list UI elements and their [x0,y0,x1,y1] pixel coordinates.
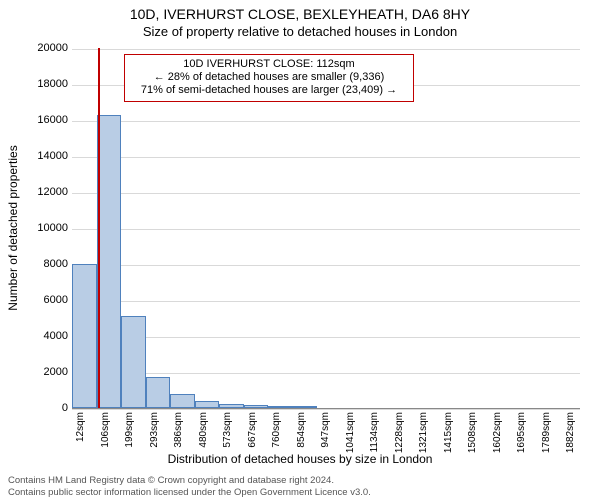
x-tick-label: 1882sqm [565,412,576,453]
x-tick-label: 760sqm [271,412,282,448]
histogram-bar [97,115,121,408]
credit-line-2: Contains public sector information licen… [8,487,592,498]
x-tick-label: 1041sqm [345,412,356,453]
gridline [72,373,580,374]
annotation-line: 71% of semi‑detached houses are larger (… [131,84,407,97]
gridline [72,265,580,266]
x-tick-label: 12sqm [75,412,86,442]
x-tick-label: 1602sqm [492,412,503,453]
credits: Contains HM Land Registry data © Crown c… [0,475,600,498]
y-tick-label: 4000 [8,330,68,342]
histogram-bar [170,394,195,408]
chart-title-address: 10D, IVERHURST CLOSE, BEXLEYHEATH, DA6 8… [0,6,600,22]
x-axis-label: Distribution of detached houses by size … [0,452,600,466]
y-tick-label: 14000 [8,150,68,162]
highlight-annotation: 10D IVERHURST CLOSE: 112sqm← 28% of deta… [124,54,414,102]
x-tick-label: 293sqm [149,412,160,448]
credit-line-1: Contains HM Land Registry data © Crown c… [8,475,592,486]
x-tick-label: 1415sqm [443,412,454,453]
y-tick-label: 16000 [8,114,68,126]
y-tick-label: 6000 [8,294,68,306]
gridline [72,157,580,158]
gridline [72,49,580,50]
y-tick-label: 18000 [8,78,68,90]
chart-title-subtitle: Size of property relative to detached ho… [0,24,600,39]
highlight-vline [98,48,100,408]
gridline [72,301,580,302]
histogram-bar [72,264,97,408]
x-tick-label: 573sqm [222,412,233,448]
gridline [72,193,580,194]
x-tick-label: 199sqm [124,412,135,448]
x-tick-label: 106sqm [100,412,111,448]
x-tick-label: 1228sqm [394,412,405,453]
x-tick-label: 1508sqm [467,412,478,453]
histogram-bar [195,401,219,408]
x-tick-label: 947sqm [320,412,331,448]
x-tick-label: 1789sqm [541,412,552,453]
x-tick-label: 667sqm [247,412,258,448]
y-tick-label: 20000 [8,42,68,54]
y-tick-label: 2000 [8,366,68,378]
histogram-bar [146,377,170,408]
x-tick-label: 1134sqm [369,412,380,452]
x-tick-label: 1321sqm [418,412,429,453]
x-tick-label: 1695sqm [516,412,527,453]
annotation-line: 10D IVERHURST CLOSE: 112sqm [131,58,407,71]
x-tick-label: 854sqm [296,412,307,448]
gridline [72,229,580,230]
gridline [72,121,580,122]
y-tick-label: 10000 [8,222,68,234]
gridline [72,409,580,410]
y-tick-label: 0 [8,402,68,414]
annotation-line: ← 28% of detached houses are smaller (9,… [131,71,407,84]
x-tick-label: 480sqm [198,412,209,448]
gridline [72,337,580,338]
x-axis-line [72,408,580,409]
y-tick-label: 8000 [8,258,68,270]
y-tick-label: 12000 [8,186,68,198]
x-tick-label: 386sqm [173,412,184,448]
plot-area [72,48,580,408]
histogram-bar [121,316,146,408]
